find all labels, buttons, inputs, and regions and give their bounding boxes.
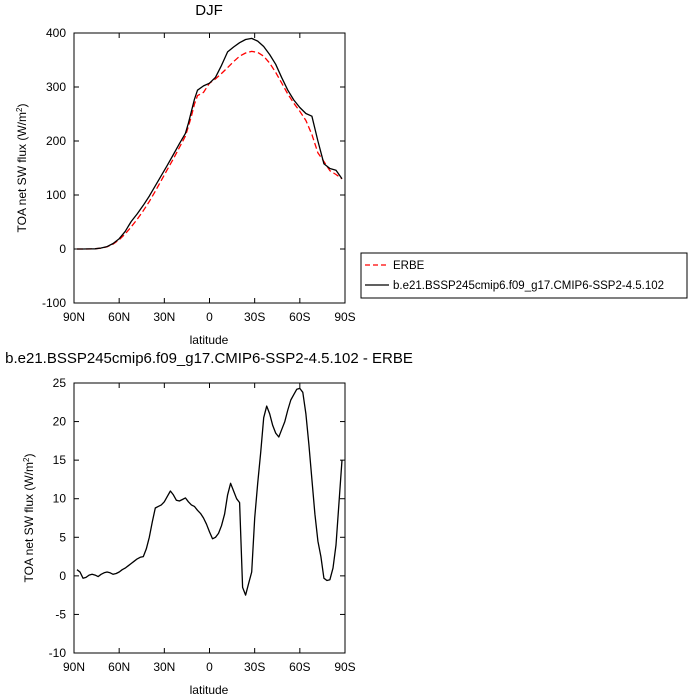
series-line-b bbox=[77, 37, 343, 250]
series-line-difference bbox=[76, 387, 343, 596]
y-axis: -100 0 100 200 300 400 bbox=[42, 26, 345, 310]
x-tick-label: 60N bbox=[108, 310, 130, 324]
y-tick-label: 100 bbox=[46, 188, 66, 202]
y-tick-label: 0 bbox=[59, 242, 66, 256]
x-tick-label: 60N bbox=[108, 660, 130, 674]
x-axis-label: latitude bbox=[190, 683, 229, 697]
y-tick-label: 400 bbox=[46, 26, 66, 40]
y-axis: -10 -5 0 5 10 15 20 25 bbox=[49, 376, 345, 660]
x-axis: 90N 60N 30N 0 30S 60S 90S bbox=[63, 33, 356, 324]
y-tick-label: 10 bbox=[53, 492, 67, 506]
y-tick-label: 300 bbox=[46, 80, 66, 94]
x-tick-label: 0 bbox=[206, 310, 213, 324]
series-line-erbe bbox=[77, 50, 343, 250]
y-tick-label: 20 bbox=[53, 415, 67, 429]
x-tick-label: 30N bbox=[153, 310, 175, 324]
x-tick-label: 90N bbox=[63, 310, 85, 324]
x-tick-label: 30S bbox=[244, 660, 265, 674]
chart-title: b.e21.BSSP245cmip6.f09_g17.CMIP6-SSP2-4.… bbox=[5, 350, 413, 367]
x-tick-label: 60S bbox=[289, 660, 310, 674]
x-tick-label: 0 bbox=[206, 660, 213, 674]
y-axis-label: TOA net SW flux (W/m2) bbox=[22, 454, 36, 583]
legend-label-model: b.e21.BSSP245cmip6.f09_g17.CMIP6-SSP2-4.… bbox=[393, 280, 664, 292]
x-tick-label: 90N bbox=[63, 660, 85, 674]
y-tick-label: 25 bbox=[53, 376, 67, 390]
x-axis: 90N 60N 30N 0 30S 60S 90S bbox=[63, 383, 356, 674]
legend-label-erbe: ERBE bbox=[393, 260, 425, 272]
plot-frame bbox=[73, 382, 346, 654]
y-tick-label: -5 bbox=[55, 607, 66, 621]
y-tick-label: 15 bbox=[53, 453, 67, 467]
y-tick-label: 0 bbox=[59, 569, 66, 583]
y-tick-label: -10 bbox=[49, 646, 67, 660]
x-tick-label: 90S bbox=[334, 660, 355, 674]
series-lines bbox=[76, 387, 343, 596]
x-tick-label: 30S bbox=[244, 310, 265, 324]
x-tick-label: 30N bbox=[153, 660, 175, 674]
y-tick-label: 200 bbox=[46, 134, 66, 148]
series-lines bbox=[77, 37, 343, 250]
x-tick-label: 90S bbox=[334, 310, 355, 324]
x-tick-label: 60S bbox=[289, 310, 310, 324]
chart-difference: b.e21.BSSP245cmip6.f09_g17.CMIP6-SSP2-4.… bbox=[5, 350, 413, 697]
y-tick-label: 5 bbox=[59, 530, 66, 544]
legend-box bbox=[360, 252, 688, 299]
y-tick-label: -100 bbox=[42, 296, 66, 310]
chart-title: DJF bbox=[195, 2, 223, 19]
legend: ERBE b.e21.BSSP245cmip6.f09_g17.CMIP6-SS… bbox=[360, 252, 688, 299]
plot-frame bbox=[73, 32, 346, 304]
x-axis-label: latitude bbox=[190, 333, 229, 347]
y-axis-label: TOA net SW flux (W/m2) bbox=[15, 104, 29, 233]
